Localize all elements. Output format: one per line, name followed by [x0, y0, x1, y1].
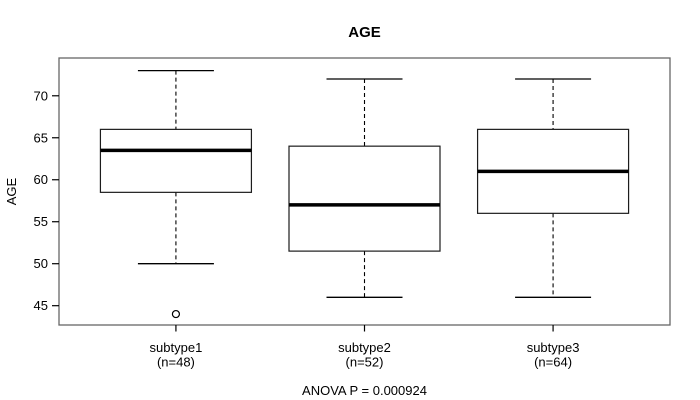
plot-area: 45 50 55 60 65 70 subtype1(n=48) subtype2(n=52)… [34, 57, 671, 370]
y-tick-label: 65 [34, 130, 48, 145]
y-axis-label: AGE [4, 177, 19, 205]
y-tick-label: 60 [34, 172, 48, 187]
category-label: subtype3 [527, 340, 580, 355]
y-tick-label: 70 [34, 88, 48, 103]
y-tick-label: 45 [34, 298, 48, 313]
category-sublabel: (n=48) [157, 355, 195, 370]
iqr-box [99, 128, 253, 193]
category-sublabel: (n=64) [534, 355, 572, 370]
anova-annotation: ANOVA P = 0.000924 [302, 383, 427, 398]
y-tick-label: 50 [34, 256, 48, 271]
iqr-box [288, 145, 441, 252]
category-label: subtype1 [150, 340, 203, 355]
outlier-point [171, 309, 181, 319]
category-label: subtype2 [338, 340, 391, 355]
chart-title: AGE [348, 24, 381, 41]
category-sublabel: (n=52) [346, 355, 384, 370]
y-tick-label: 55 [34, 214, 48, 229]
